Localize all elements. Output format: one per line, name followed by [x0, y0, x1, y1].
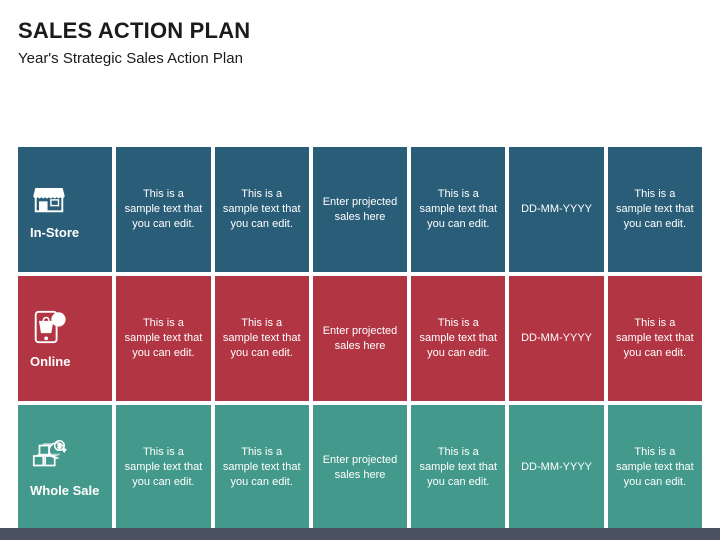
- col-header-label: Sales Channels: [24, 97, 106, 127]
- cell-r1-c6: This is a sample text that you can edit.: [608, 276, 702, 401]
- cell-r1-c4: This is a sample text that you can edit.: [411, 276, 505, 401]
- page-subtitle: Year's Strategic Sales Action Plan: [18, 50, 702, 67]
- col-header-6: Performance Indicators: [608, 81, 702, 143]
- slide: SALES ACTION PLAN Year's Strategic Sales…: [0, 0, 720, 540]
- cell-r0-c4: This is a sample text that you can edit.: [411, 147, 505, 272]
- cell-r1-c3: Enter projected sales here: [313, 276, 407, 401]
- row-header-2: Whole Sale: [18, 405, 112, 530]
- cell-r0-c1: This is a sample text that you can edit.: [116, 147, 210, 272]
- row-header-label: Whole Sale: [30, 483, 99, 498]
- col-header-3: Projected Sales: [313, 81, 407, 143]
- cell-r0-c5: DD-MM-YYYY: [509, 147, 603, 272]
- row-header-label: In-Store: [30, 225, 79, 240]
- col-header-1: Products & Services: [116, 81, 210, 143]
- col-header-label: Products & Services: [122, 97, 204, 127]
- col-header-0: Sales Channels: [18, 81, 112, 143]
- col-header-label: Distribution Strategy: [417, 97, 499, 127]
- cell-r0-c6: This is a sample text that you can edit.: [608, 147, 702, 272]
- col-header-2: Budgeted Costs: [215, 81, 309, 143]
- cell-r0-c2: This is a sample text that you can edit.: [215, 147, 309, 272]
- row-header-0: In-Store: [18, 147, 112, 272]
- row-header-label: Online: [30, 354, 70, 369]
- cell-r1-c2: This is a sample text that you can edit.: [215, 276, 309, 401]
- cell-r2-c1: This is a sample text that you can edit.: [116, 405, 210, 530]
- col-header-5: Proposed Deadline: [509, 81, 603, 143]
- cell-r0-c3: Enter projected sales here: [313, 147, 407, 272]
- cell-r2-c4: This is a sample text that you can edit.: [411, 405, 505, 530]
- cell-r2-c2: This is a sample text that you can edit.: [215, 405, 309, 530]
- page-title: SALES ACTION PLAN: [18, 18, 702, 44]
- online-icon: [30, 308, 68, 346]
- footer-bar: [0, 528, 720, 540]
- wholesale-icon: [30, 437, 68, 475]
- cell-r2-c5: DD-MM-YYYY: [509, 405, 603, 530]
- col-header-label: Budgeted Costs: [221, 97, 303, 127]
- cell-r2-c3: Enter projected sales here: [313, 405, 407, 530]
- cell-r2-c6: This is a sample text that you can edit.: [608, 405, 702, 530]
- col-header-label: Proposed Deadline: [515, 97, 597, 127]
- col-header-label: Projected Sales: [319, 97, 401, 127]
- store-icon: [30, 179, 68, 217]
- cell-r1-c1: This is a sample text that you can edit.: [116, 276, 210, 401]
- col-header-4: Distribution Strategy: [411, 81, 505, 143]
- plan-table: Sales Channels Products & Services Budgete…: [18, 81, 702, 530]
- col-header-label: Performance Indicators: [614, 97, 696, 127]
- cell-r1-c5: DD-MM-YYYY: [509, 276, 603, 401]
- row-header-1: Online: [18, 276, 112, 401]
